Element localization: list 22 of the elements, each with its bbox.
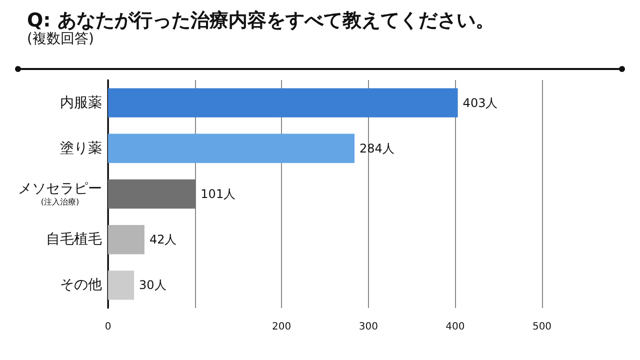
y-tick-label: メソセラピー (注入治療) xyxy=(18,181,102,206)
y-tick-label: 塗り薬 xyxy=(60,140,102,156)
x-tick-label: 200 xyxy=(272,322,292,332)
chart-subtitle: (複数回答) xyxy=(27,31,94,47)
y-tick-label: 自毛植毛 xyxy=(46,232,102,248)
bar xyxy=(108,270,134,300)
x-tick-label: 400 xyxy=(446,322,465,332)
bar xyxy=(108,134,355,163)
bar xyxy=(108,225,144,254)
y-tick-label: 内服薬 xyxy=(60,94,102,111)
chart-title: Q: あなたが行った治療内容をすべて教えてください。 xyxy=(27,10,494,32)
data-label: 284人 xyxy=(360,141,394,156)
x-tick-label: 300 xyxy=(358,322,378,332)
bar xyxy=(108,88,458,118)
y-tick-label: その他 xyxy=(60,277,102,294)
x-tick-label: 500 xyxy=(532,322,552,332)
data-label: 42人 xyxy=(149,232,177,247)
data-label: 101人 xyxy=(200,187,236,201)
bar xyxy=(108,179,196,209)
data-label: 403人 xyxy=(462,96,498,110)
data-label: 30人 xyxy=(139,278,166,292)
x-tick-label: 0 xyxy=(104,322,112,332)
